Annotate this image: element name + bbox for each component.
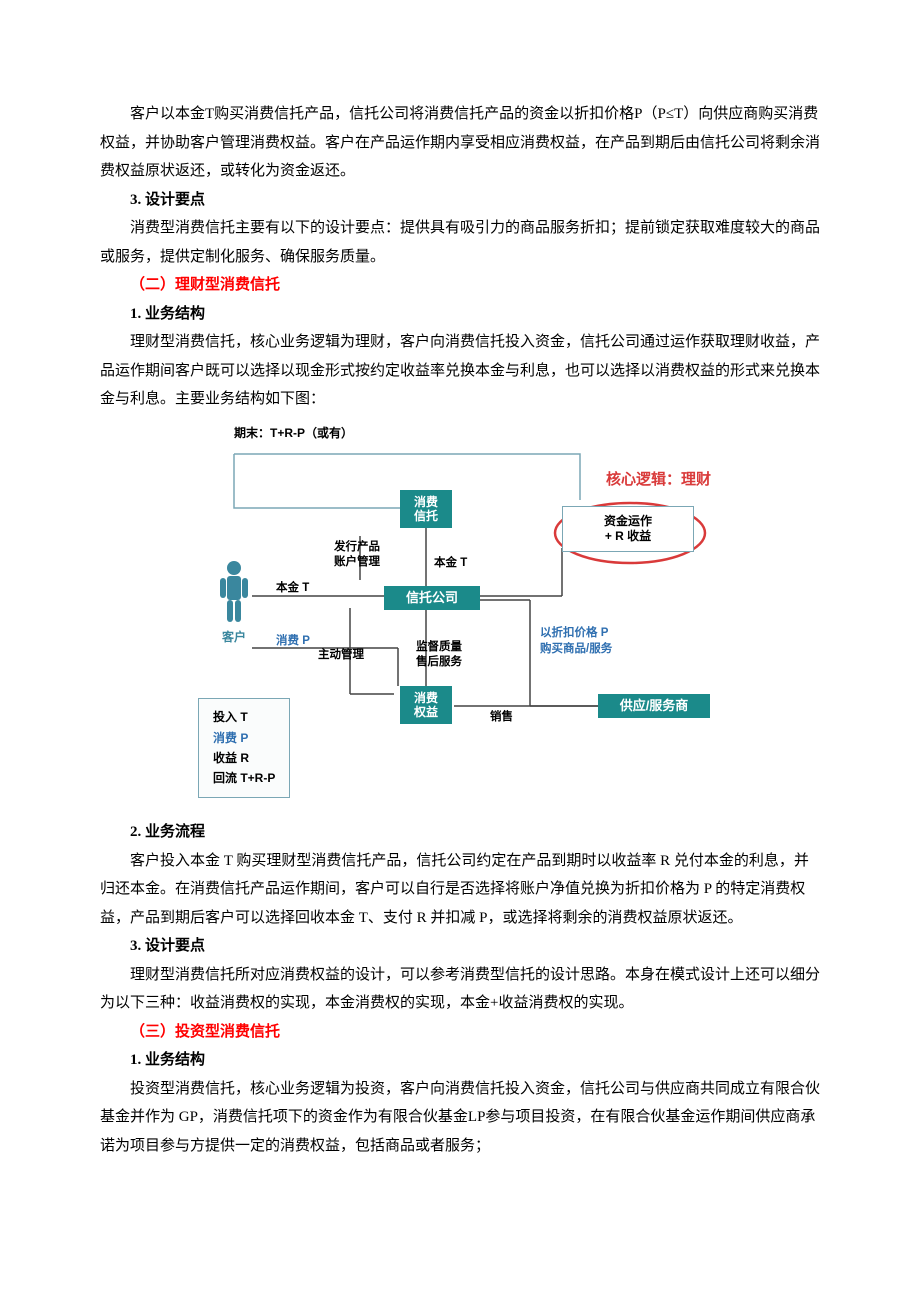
heading-structure-3: 1. 业务结构 [100,1046,820,1075]
node-supplier: 供应/服务商 [598,694,710,718]
label-discount-1: 以折扣价格 P [540,626,608,640]
node-trust-company: 信托公司 [384,586,480,610]
label-sales: 销售 [490,710,513,724]
label-principal-t-left: 本金 T [276,581,309,595]
paragraph: 客户投入本金 T 购买理财型消费信托产品，信托公司约定在产品到期时以收益率 R … [100,847,820,933]
label-principal-t-mid: 本金 T [434,556,467,570]
paragraph: 投资型消费信托，核心业务逻辑为投资，客户向消费信托投入资金，信托公司与供应商共同… [100,1075,820,1161]
node-fund-operation: 资金运作 + R 收益 [562,506,694,552]
paragraph: 理财型消费信托，核心业务逻辑为理财，客户向消费信托投入资金，信托公司通过运作获取… [100,328,820,414]
heading-design-points-1: 3. 设计要点 [100,186,820,215]
flowchart-container: 期末：T+R-P（或有） [190,422,730,809]
section-heading-2: （二）理财型消费信托 [100,271,820,300]
heading-design-points-2: 3. 设计要点 [100,932,820,961]
node-consumer-trust: 消费 信托 [400,490,452,528]
summary-line-3: 收益 R [213,748,275,768]
customer-icon: 客户 [210,560,258,649]
paragraph: 理财型消费信托所对应消费权益的设计，可以参考消费型信托的设计思路。本身在模式设计… [100,961,820,1018]
label-active-mgmt: 主动管理 [318,648,364,662]
logic-label: 核心逻辑：理财 [606,466,711,495]
summary-line-1: 投入 T [213,707,275,727]
summary-line-4: 回流 T+R-P [213,768,275,788]
node-consumer-rights: 消费 权益 [400,686,452,724]
fund-op-line2: + R 收益 [605,529,651,545]
customer-label: 客户 [210,626,258,649]
heading-structure-2: 1. 业务结构 [100,300,820,329]
flowchart: 客户 消费 信托 信托公司 消费 权益 供应/服务商 资金运作 + R 收益 本… [190,448,730,808]
label-supervise: 监督质量 售后服务 [416,640,462,669]
fund-op-line1: 资金运作 [604,514,652,530]
flowchart-caption: 期末：T+R-P（或有） [234,422,730,445]
summary-box: 投入 T 消费 P 收益 R 回流 T+R-P [198,698,290,798]
label-issue-product: 发行产品 账户管理 [334,540,380,569]
heading-process-2: 2. 业务流程 [100,818,820,847]
summary-line-2: 消费 P [213,728,275,748]
section-heading-3: （三）投资型消费信托 [100,1018,820,1047]
paragraph: 消费型消费信托主要有以下的设计要点：提供具有吸引力的商品服务折扣；提前锁定获取难… [100,214,820,271]
paragraph: 客户以本金T购买消费信托产品，信托公司将消费信托产品的资金以折扣价格P（P≤T）… [100,100,820,186]
label-discount-2: 购买商品/服务 [540,642,612,656]
label-consume-p: 消费 P [276,634,310,648]
